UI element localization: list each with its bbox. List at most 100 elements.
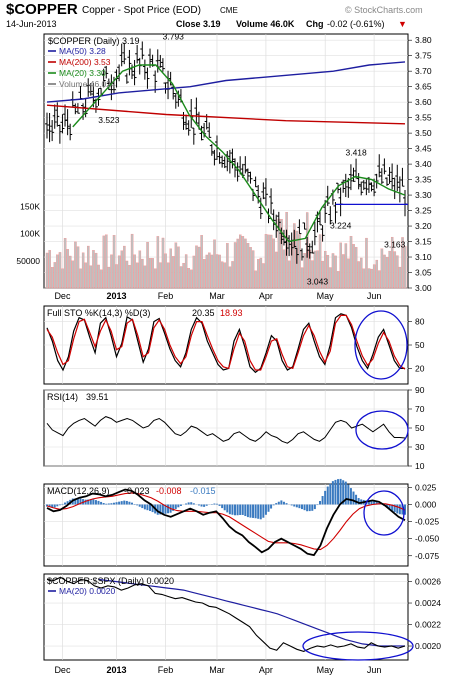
volume-bar — [92, 250, 95, 289]
relative-ytick-label: 0.0024 — [415, 598, 441, 608]
macd-hist-bar — [319, 500, 322, 505]
macd-hist-bar — [393, 504, 396, 513]
macd-hist-bar — [326, 486, 329, 505]
macd-hist-bar — [105, 503, 108, 505]
volume-bar — [45, 252, 49, 289]
volume-bar — [102, 235, 106, 289]
volume-bar — [311, 260, 314, 289]
macd-hist-bar — [112, 502, 115, 505]
volume-bar — [264, 234, 268, 289]
macd-hist-bar — [61, 503, 64, 505]
price-annotation: 3.043 — [307, 277, 329, 287]
volume-bar — [280, 219, 283, 289]
macd-hist-bar — [375, 501, 378, 505]
price-ytick-label: 3.10 — [415, 252, 432, 262]
macd-hist-bar — [223, 504, 226, 511]
macd-hist-bar — [321, 496, 324, 505]
macd-hist-bar — [221, 504, 224, 509]
volume-bar — [282, 249, 286, 289]
volume-bar — [239, 234, 242, 289]
macd-hist-bar — [355, 494, 358, 505]
volume-bar — [259, 257, 263, 289]
volume-bar — [336, 271, 340, 289]
stoch-ytick-label: 20 — [415, 363, 425, 373]
relative-line — [46, 576, 406, 652]
macd-hist-bar — [185, 503, 188, 505]
relative-ytick-label: 0.0022 — [415, 620, 441, 630]
volume-bar — [370, 268, 373, 289]
macd-hist-bar — [398, 504, 401, 515]
volume-bar — [130, 233, 134, 289]
volume-bar — [148, 258, 152, 289]
volume-bar — [200, 235, 203, 289]
legend-label: MA(20) 3.30 — [59, 68, 106, 78]
description-label: Copper - Spot Price (EOD) — [82, 5, 201, 16]
macd-hist-bar — [118, 501, 121, 505]
macd-hist-bar — [311, 504, 314, 511]
volume-bar — [293, 223, 296, 289]
volume-bar — [66, 249, 69, 289]
volume-bar — [215, 254, 219, 289]
volume-tick-label: 150K — [20, 201, 40, 211]
macd-hist-bar — [226, 504, 229, 513]
macd-hist-bar — [138, 504, 141, 507]
chg-value: -0.02 (-0.61%) — [327, 19, 385, 29]
volume-bar — [115, 264, 118, 289]
macd-hist-bar — [347, 484, 350, 505]
volume-bar — [349, 236, 353, 289]
volume-bar — [228, 266, 232, 289]
volume-bar — [195, 245, 198, 289]
volume-bar — [241, 236, 245, 289]
macd-hist-bar — [259, 504, 262, 520]
x-axis-month-top: Jun — [367, 291, 382, 301]
symbol-title: $COPPER — [6, 1, 78, 18]
macd-hist-bar — [89, 499, 92, 505]
macd-hist-bar — [264, 504, 267, 515]
macd-hist-bar — [102, 503, 105, 505]
legend-label: Volume 46,024 — [59, 79, 116, 89]
volume-bar — [269, 234, 273, 289]
price-ytick-label: 3.40 — [415, 159, 432, 169]
macd-hist-bar — [48, 504, 51, 508]
volume-bar — [393, 251, 397, 289]
volume-bar — [249, 247, 252, 289]
macd-hist-bar — [331, 481, 334, 505]
rsi-ytick-label: 30 — [415, 442, 425, 452]
volume-bar — [56, 254, 59, 289]
macd-hist-bar — [203, 504, 206, 507]
macd-hist-bar — [179, 504, 182, 506]
macd-hist-bar — [290, 504, 293, 506]
macd-ytick-label: -0.025 — [415, 517, 439, 527]
macd-hist-bar — [272, 504, 275, 506]
volume-bar — [347, 258, 350, 289]
legend-label: MA(200) 3.53 — [59, 57, 111, 67]
volume-bar — [192, 255, 196, 289]
volume-bar — [375, 259, 379, 289]
x-axis-month-top: Dec — [54, 291, 71, 301]
volume-bar — [254, 270, 257, 289]
price-ytick-label: 3.15 — [415, 237, 432, 247]
macd-hist-bar — [146, 504, 149, 511]
macd-hist-bar — [367, 500, 370, 505]
volume-bar — [177, 246, 180, 289]
price-ytick-label: 3.45 — [415, 144, 432, 154]
macd-signal-value: -0.008 — [156, 486, 182, 496]
volume-bar — [202, 259, 206, 289]
macd-hist-bar — [344, 481, 347, 505]
volume-bar — [367, 268, 371, 289]
macd-hist-bar — [97, 500, 100, 505]
macd-line — [46, 488, 406, 557]
x-axis-month-bottom: Jun — [367, 665, 382, 675]
volume-bar — [326, 255, 330, 289]
volume-bar — [182, 262, 185, 289]
volume-bar — [161, 237, 165, 289]
macd-hist-bar — [177, 504, 180, 508]
macd-hist-bar — [285, 503, 288, 505]
volume-bar — [76, 246, 80, 289]
volume-bar — [184, 254, 188, 289]
macd-hist-bar — [357, 498, 360, 505]
price-ytick-label: 3.00 — [415, 283, 432, 293]
volume-bar — [169, 248, 172, 289]
